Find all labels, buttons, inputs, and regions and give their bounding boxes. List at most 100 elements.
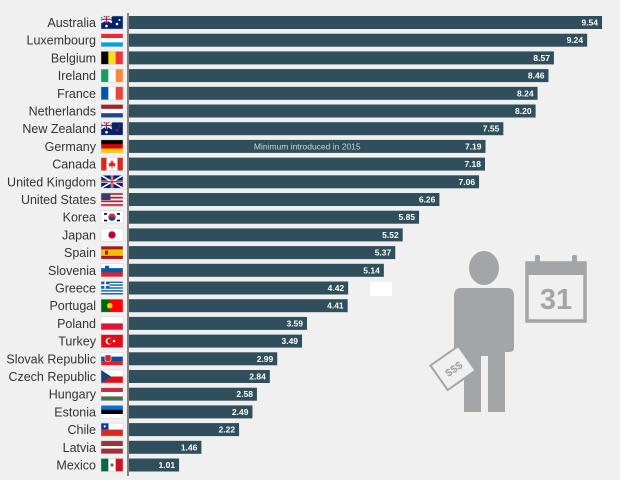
value-label: 4.42 <box>328 283 345 293</box>
flag-new-zealand-icon <box>100 121 124 136</box>
bar <box>129 51 554 65</box>
country-label: France <box>57 87 96 101</box>
value-label: 8.20 <box>515 106 532 116</box>
value-label: 2.49 <box>232 407 249 417</box>
country-label: United States <box>21 193 96 207</box>
value-label: 7.06 <box>459 177 476 187</box>
flag-slovak-republic-icon <box>100 352 124 366</box>
country-label: Germany <box>45 140 97 154</box>
country-label: Netherlands <box>29 105 96 119</box>
country-label: Ireland <box>58 69 96 83</box>
value-label: 6.26 <box>419 195 436 205</box>
flag-korea-icon <box>100 210 124 224</box>
country-label: Latvia <box>63 441 96 455</box>
value-label: 1.46 <box>181 442 198 452</box>
bar <box>129 316 308 330</box>
country-label: Belgium <box>51 51 96 65</box>
flag-netherlands-icon <box>100 104 124 118</box>
country-label: Chile <box>68 423 97 437</box>
value-label: 8.57 <box>533 53 550 63</box>
bar <box>129 33 588 47</box>
bar <box>129 299 348 313</box>
value-label: 4.41 <box>327 301 344 311</box>
country-label: United Kingdom <box>7 175 96 189</box>
calendar-icon: 31 <box>525 255 587 323</box>
flag-spain-icon <box>100 245 124 260</box>
country-label: Czech Republic <box>8 370 96 384</box>
bar <box>129 263 384 277</box>
bar <box>129 175 480 189</box>
label-mask <box>370 282 392 296</box>
country-label: Hungary <box>49 388 97 402</box>
bar <box>129 423 240 437</box>
bar <box>129 387 257 401</box>
value-label: 8.24 <box>517 88 534 98</box>
value-label: 2.22 <box>219 425 236 435</box>
bar <box>129 86 538 100</box>
value-label: 5.85 <box>399 212 416 222</box>
value-label: 7.18 <box>464 159 481 169</box>
flag-ireland-icon <box>100 68 124 83</box>
country-label: Portugal <box>49 299 96 313</box>
country-label: Estonia <box>54 405 96 419</box>
country-label: Australia <box>47 16 96 30</box>
value-label: 2.58 <box>236 389 253 399</box>
value-label: 1.01 <box>159 460 176 470</box>
flag-hungary-icon <box>100 387 124 401</box>
bar <box>129 69 549 83</box>
country-label: Slovak Republic <box>6 352 96 366</box>
bar <box>129 139 486 153</box>
flag-slovenia-icon <box>100 263 124 278</box>
calendar-day: 31 <box>540 284 572 316</box>
bar <box>129 334 303 348</box>
value-label: 8.46 <box>528 71 545 81</box>
money-paper-icon: $$$ <box>429 344 477 392</box>
worker-calendar-illustration: 31 $$$ <box>370 251 587 412</box>
value-label: 5.37 <box>375 248 392 258</box>
bar <box>129 370 270 383</box>
value-label: 3.49 <box>281 336 298 346</box>
flag-czech-republic-icon <box>100 369 124 384</box>
country-label: Spain <box>64 246 96 260</box>
value-label: 7.55 <box>483 124 500 134</box>
flag-greece-icon <box>100 281 124 295</box>
flag-estonia-icon <box>100 405 124 419</box>
country-label: Korea <box>63 211 96 225</box>
country-label: Luxembourg <box>27 34 97 48</box>
value-label: 9.24 <box>567 35 584 45</box>
country-label: New Zealand <box>22 122 96 136</box>
country-label: Slovenia <box>48 264 96 278</box>
flag-belgium-icon <box>100 51 124 65</box>
flag-canada-icon <box>100 157 124 171</box>
flag-united-states-icon <box>100 192 124 207</box>
bar <box>129 440 202 454</box>
flag-australia-icon <box>100 15 124 30</box>
bar <box>129 104 536 118</box>
bar <box>129 122 504 136</box>
flag-portugal-icon <box>100 298 124 313</box>
country-label: Turkey <box>58 335 96 349</box>
bar <box>129 246 396 260</box>
value-label: 2.99 <box>257 354 274 364</box>
person-icon <box>454 251 514 412</box>
flag-latvia-icon <box>100 440 124 455</box>
flag-france-icon <box>100 86 124 101</box>
country-label: Mexico <box>56 459 96 473</box>
bar <box>129 228 403 242</box>
flag-luxembourg-icon <box>100 33 124 47</box>
flag-chile-icon <box>100 422 124 437</box>
bar <box>129 352 278 366</box>
flag-poland-icon <box>100 316 124 331</box>
bar <box>129 281 349 295</box>
country-label: Poland <box>57 317 96 331</box>
value-label: 5.52 <box>382 230 399 240</box>
country-label: Japan <box>62 228 96 242</box>
country-label: Canada <box>52 158 96 172</box>
value-label: 7.19 <box>465 141 482 151</box>
flag-mexico-icon <box>100 458 124 472</box>
flag-germany-icon <box>100 139 124 154</box>
bar <box>129 210 420 224</box>
value-label: 9.54 <box>581 18 598 28</box>
country-label: Greece <box>55 282 96 296</box>
